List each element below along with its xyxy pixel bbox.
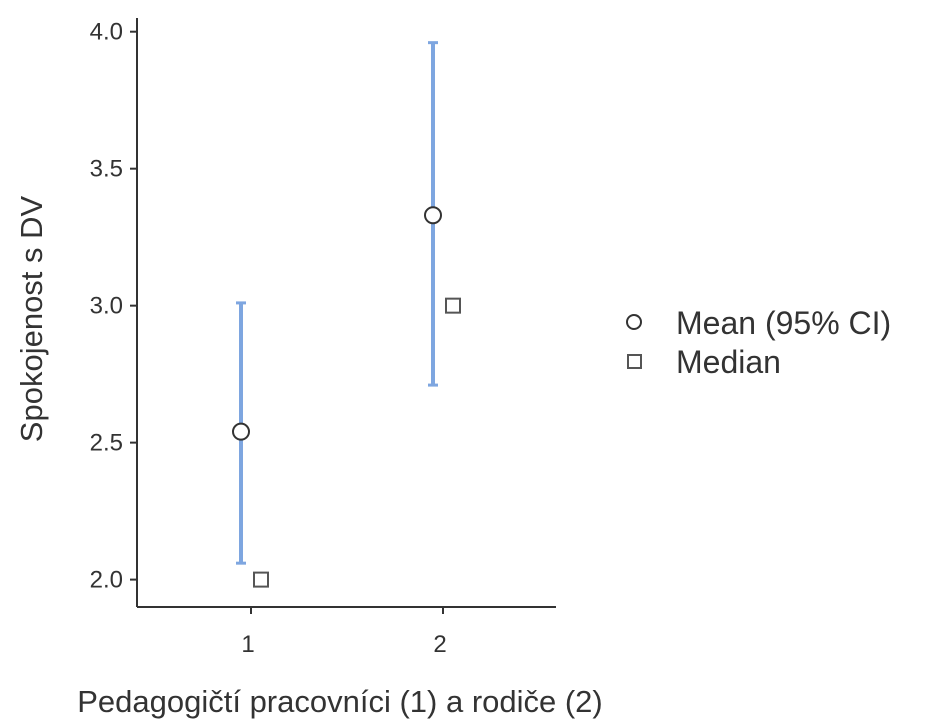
y-tick-label: 3.0: [90, 293, 123, 320]
legend: Mean (95% CI) Median: [626, 305, 891, 380]
errorbars: [236, 41, 438, 565]
x-tick-label: 1: [241, 631, 254, 658]
mean-point: [232, 422, 250, 441]
x-axis-title: Pedagogičtí pracovníci (1) a rodiče (2): [77, 684, 603, 719]
y-tick-label: 2.0: [90, 567, 123, 594]
mean-point: [424, 206, 442, 225]
median-point: [253, 571, 269, 588]
markers: [232, 206, 461, 588]
y-tick-label: 2.5: [90, 430, 123, 457]
x-tick-label: 2: [433, 631, 446, 658]
axes: [136, 18, 556, 608]
median-point: [445, 297, 461, 314]
legend-mean-marker: [626, 314, 642, 330]
y-tick-label: 4.0: [90, 19, 123, 46]
legend-mean-label: Mean (95% CI): [676, 305, 891, 341]
y-ticks: 2.0 2.5 3.0 3.5 4.0: [90, 19, 137, 594]
legend-median-marker: [627, 354, 642, 369]
legend-median-label: Median: [676, 344, 781, 380]
y-axis-title: Spokojenost s DV: [14, 195, 49, 442]
y-tick-label: 3.5: [90, 156, 123, 183]
